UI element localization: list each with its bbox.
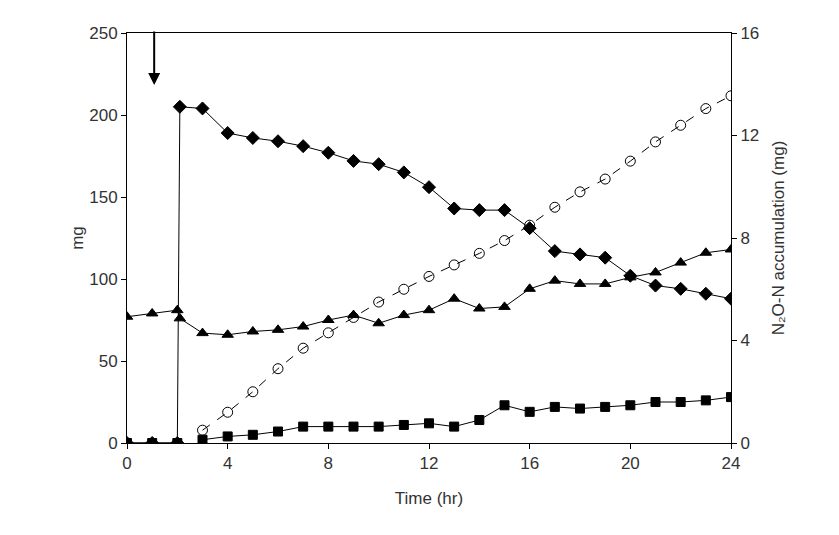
- svg-text:mg: mg: [68, 226, 87, 250]
- svg-text:Time (hr): Time (hr): [395, 489, 463, 508]
- svg-text:N₂O-N accumulation (mg): N₂O-N accumulation (mg): [769, 141, 788, 336]
- svg-text:12: 12: [740, 126, 759, 145]
- svg-text:12: 12: [420, 454, 439, 473]
- svg-text:8: 8: [324, 454, 333, 473]
- svg-text:0: 0: [122, 454, 131, 473]
- svg-text:24: 24: [722, 454, 741, 473]
- svg-text:0: 0: [740, 434, 749, 453]
- svg-text:16: 16: [520, 454, 539, 473]
- svg-text:4: 4: [740, 331, 749, 350]
- svg-text:0: 0: [108, 434, 117, 453]
- svg-text:20: 20: [621, 454, 640, 473]
- svg-text:250: 250: [89, 24, 117, 43]
- svg-text:4: 4: [223, 454, 232, 473]
- svg-text:150: 150: [89, 188, 117, 207]
- svg-text:100: 100: [89, 270, 117, 289]
- svg-text:200: 200: [89, 106, 117, 125]
- svg-text:50: 50: [99, 352, 118, 371]
- svg-text:8: 8: [740, 229, 749, 248]
- svg-text:16: 16: [740, 24, 759, 43]
